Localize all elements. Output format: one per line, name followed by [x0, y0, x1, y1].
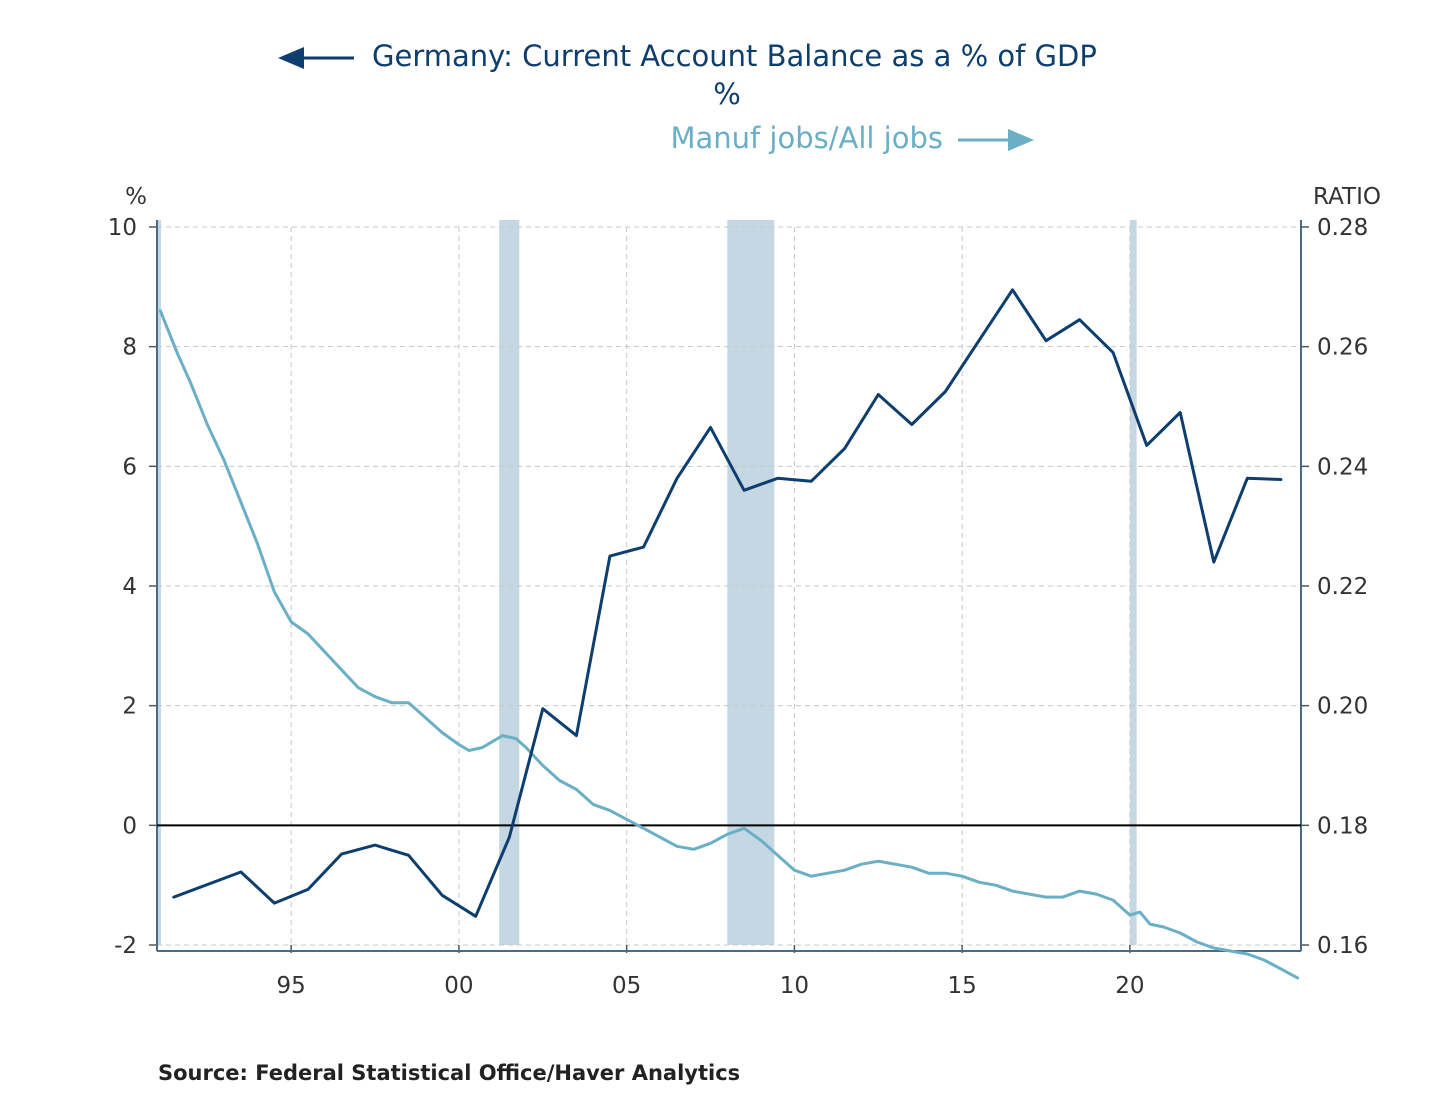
recession-band [1129, 220, 1137, 945]
legend-manuf-jobs: Manuf jobs/All jobs [670, 121, 943, 155]
left-arrow-icon [278, 47, 304, 69]
right-arrow-icon [1008, 129, 1034, 151]
legend-unit: % [713, 77, 741, 111]
source-note: Source: Federal Statistical Office/Haver… [158, 1061, 740, 1085]
x-tick-label: 20 [1115, 973, 1144, 999]
left-tick-label: 10 [108, 215, 137, 241]
manuf-jobs-ratio-line [158, 309, 1300, 980]
current-account-line [172, 288, 1283, 918]
left-tick-label: 2 [122, 694, 137, 720]
right-tick-label: 0.22 [1317, 574, 1368, 600]
right-tick-label: 0.28 [1317, 215, 1368, 241]
right-tick-label: 0.20 [1317, 694, 1368, 720]
left-tick-label: 8 [122, 335, 137, 361]
right-tick-label: 0.16 [1317, 933, 1368, 959]
left-tick-label: 0 [122, 813, 137, 839]
right-tick-label: 0.26 [1317, 335, 1368, 361]
right-axis-unit: RATIO [1313, 184, 1381, 210]
labels: % RATIO Germany: Current Account Balance a… [125, 39, 1381, 1085]
recession-band [499, 220, 520, 945]
right-tick-label: 0.18 [1317, 813, 1368, 839]
legend-current-account: Germany: Current Account Balance as a % … [372, 39, 1097, 73]
x-tick-label: 95 [277, 973, 306, 999]
left-tick-label: 6 [122, 454, 137, 480]
x-tick-label: 05 [612, 973, 641, 999]
left-tick-label: 4 [122, 574, 137, 600]
right-tick-label: 0.24 [1317, 454, 1368, 480]
recession-bands [157, 220, 1137, 945]
recession-band [157, 220, 161, 945]
x-tick-label: 00 [444, 973, 473, 999]
x-tick-label: 15 [948, 973, 977, 999]
series-lines [158, 288, 1300, 980]
left-tick-label: -2 [114, 933, 137, 959]
recession-band [727, 220, 775, 945]
left-axis-unit: % [125, 184, 147, 210]
x-tick-label: 10 [780, 973, 809, 999]
